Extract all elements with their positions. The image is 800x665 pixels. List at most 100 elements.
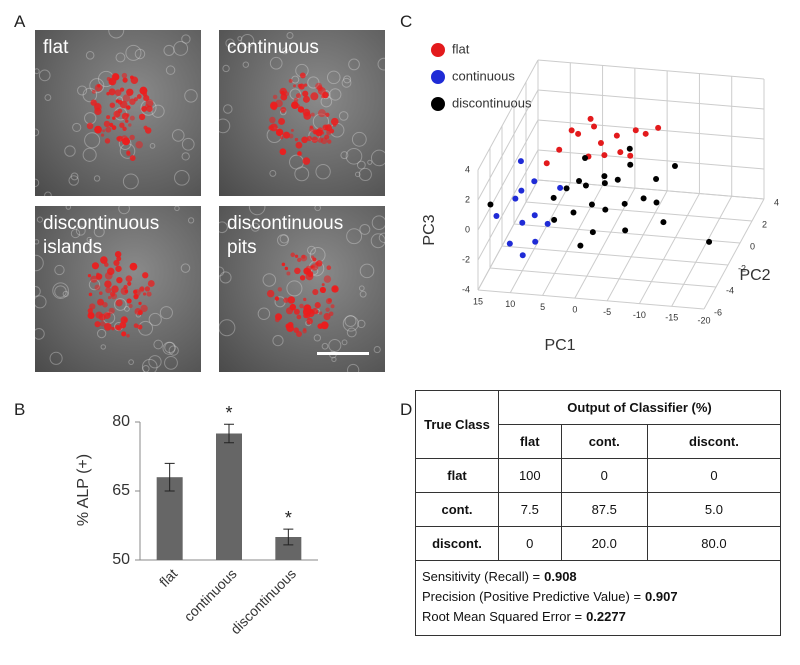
bubble: [358, 285, 365, 292]
fluorescence-dot: [329, 128, 335, 134]
bubble: [35, 128, 40, 137]
bubble: [184, 89, 198, 103]
fluorescence-dot: [97, 298, 104, 306]
bubble: [187, 217, 195, 224]
bubble: [62, 290, 69, 298]
bubble: [223, 104, 233, 114]
row-label: discont.: [416, 526, 499, 561]
legend-label: discontinuous: [452, 95, 532, 110]
y-tick-label: -2: [738, 263, 746, 273]
fluorescence-dot: [326, 265, 332, 271]
point: [531, 212, 538, 219]
grid-line: [489, 267, 717, 288]
bubble: [77, 85, 88, 96]
fluorescence-dot: [120, 135, 128, 143]
bubble: [222, 64, 230, 73]
fluorescence-dot: [126, 150, 131, 155]
x-tick-label: continuous: [181, 565, 240, 624]
fluorescence-dot: [293, 308, 300, 315]
fluorescence-dot: [320, 321, 329, 330]
error-bar: [164, 462, 175, 492]
bubble: [114, 298, 127, 311]
bubble: [148, 312, 162, 327]
fluorescence-dot: [333, 286, 337, 291]
fluorescence-dot: [114, 89, 122, 96]
grid-line: [477, 179, 539, 291]
point: [577, 242, 584, 249]
bubble: [181, 34, 191, 44]
bubble: [35, 254, 44, 272]
bubble: [367, 159, 373, 165]
bubble: [52, 282, 69, 299]
point: [602, 206, 609, 213]
grid-line: [501, 245, 729, 266]
fluorescence-dot: [307, 271, 314, 278]
grid-line: [477, 59, 539, 171]
fluorescence-dot: [126, 298, 132, 304]
error-bar: [224, 423, 234, 444]
bubble: [248, 206, 266, 216]
bubble: [294, 166, 310, 182]
bubble: [100, 344, 106, 350]
bubble: [70, 172, 79, 181]
fluorescence-dot: [296, 314, 302, 320]
bubble: [341, 339, 348, 346]
grid-line: [477, 289, 705, 310]
bubble: [165, 65, 176, 75]
micrograph: continuous: [219, 30, 385, 196]
fluorescence-dot: [310, 92, 319, 101]
bubble: [225, 38, 235, 48]
fluorescence-dot: [119, 321, 127, 329]
x-tick-label: -15: [665, 313, 678, 323]
grid-line: [671, 196, 733, 307]
fluorescence-dot: [320, 131, 325, 135]
point: [597, 140, 604, 147]
cell: 0: [560, 458, 648, 493]
bubble: [359, 223, 371, 235]
bubble: [93, 175, 101, 182]
bubble: [54, 285, 67, 298]
bubble: [250, 222, 260, 232]
legend-marker: [431, 70, 445, 84]
fluorescence-dot: [115, 324, 121, 330]
bubble: [141, 358, 158, 372]
point: [601, 173, 608, 180]
bubble: [151, 104, 165, 118]
bubble: [286, 280, 303, 297]
fluorescence-dot: [100, 133, 105, 137]
point: [601, 152, 608, 159]
bubble: [354, 171, 361, 178]
fluorescence-dot: [115, 99, 120, 103]
fluorescence-dot: [94, 83, 103, 92]
bubble: [307, 245, 316, 255]
bubble: [82, 87, 98, 103]
bubble: [277, 234, 289, 247]
bubble: [377, 57, 385, 71]
fluorescence-dot: [328, 311, 334, 317]
point: [551, 216, 558, 223]
z-tick-label: 2: [465, 194, 470, 204]
bubble: [326, 70, 341, 85]
point: [543, 160, 550, 167]
fluorescence-dot: [130, 75, 134, 80]
fluorescence-dot: [103, 120, 111, 128]
bubble: [84, 112, 97, 125]
cell: 7.5: [498, 492, 562, 527]
image-label: continuous: [227, 37, 319, 58]
bubble: [240, 34, 255, 48]
bubble: [351, 131, 367, 147]
y-tick-label: -6: [714, 307, 722, 317]
fluorescence-dot: [108, 307, 115, 314]
fluorescence-dot: [115, 299, 123, 307]
fluorescence-dot: [304, 83, 308, 87]
fluorescence-dot: [321, 94, 326, 99]
bubble: [168, 345, 179, 356]
fluorescence-dot: [128, 303, 133, 309]
point: [706, 238, 713, 245]
bar: [156, 477, 183, 560]
point: [626, 145, 633, 152]
fluorescence-dot: [295, 93, 302, 99]
fluorescence-dot: [142, 272, 149, 279]
bubble: [85, 51, 95, 60]
bubble: [64, 145, 76, 157]
